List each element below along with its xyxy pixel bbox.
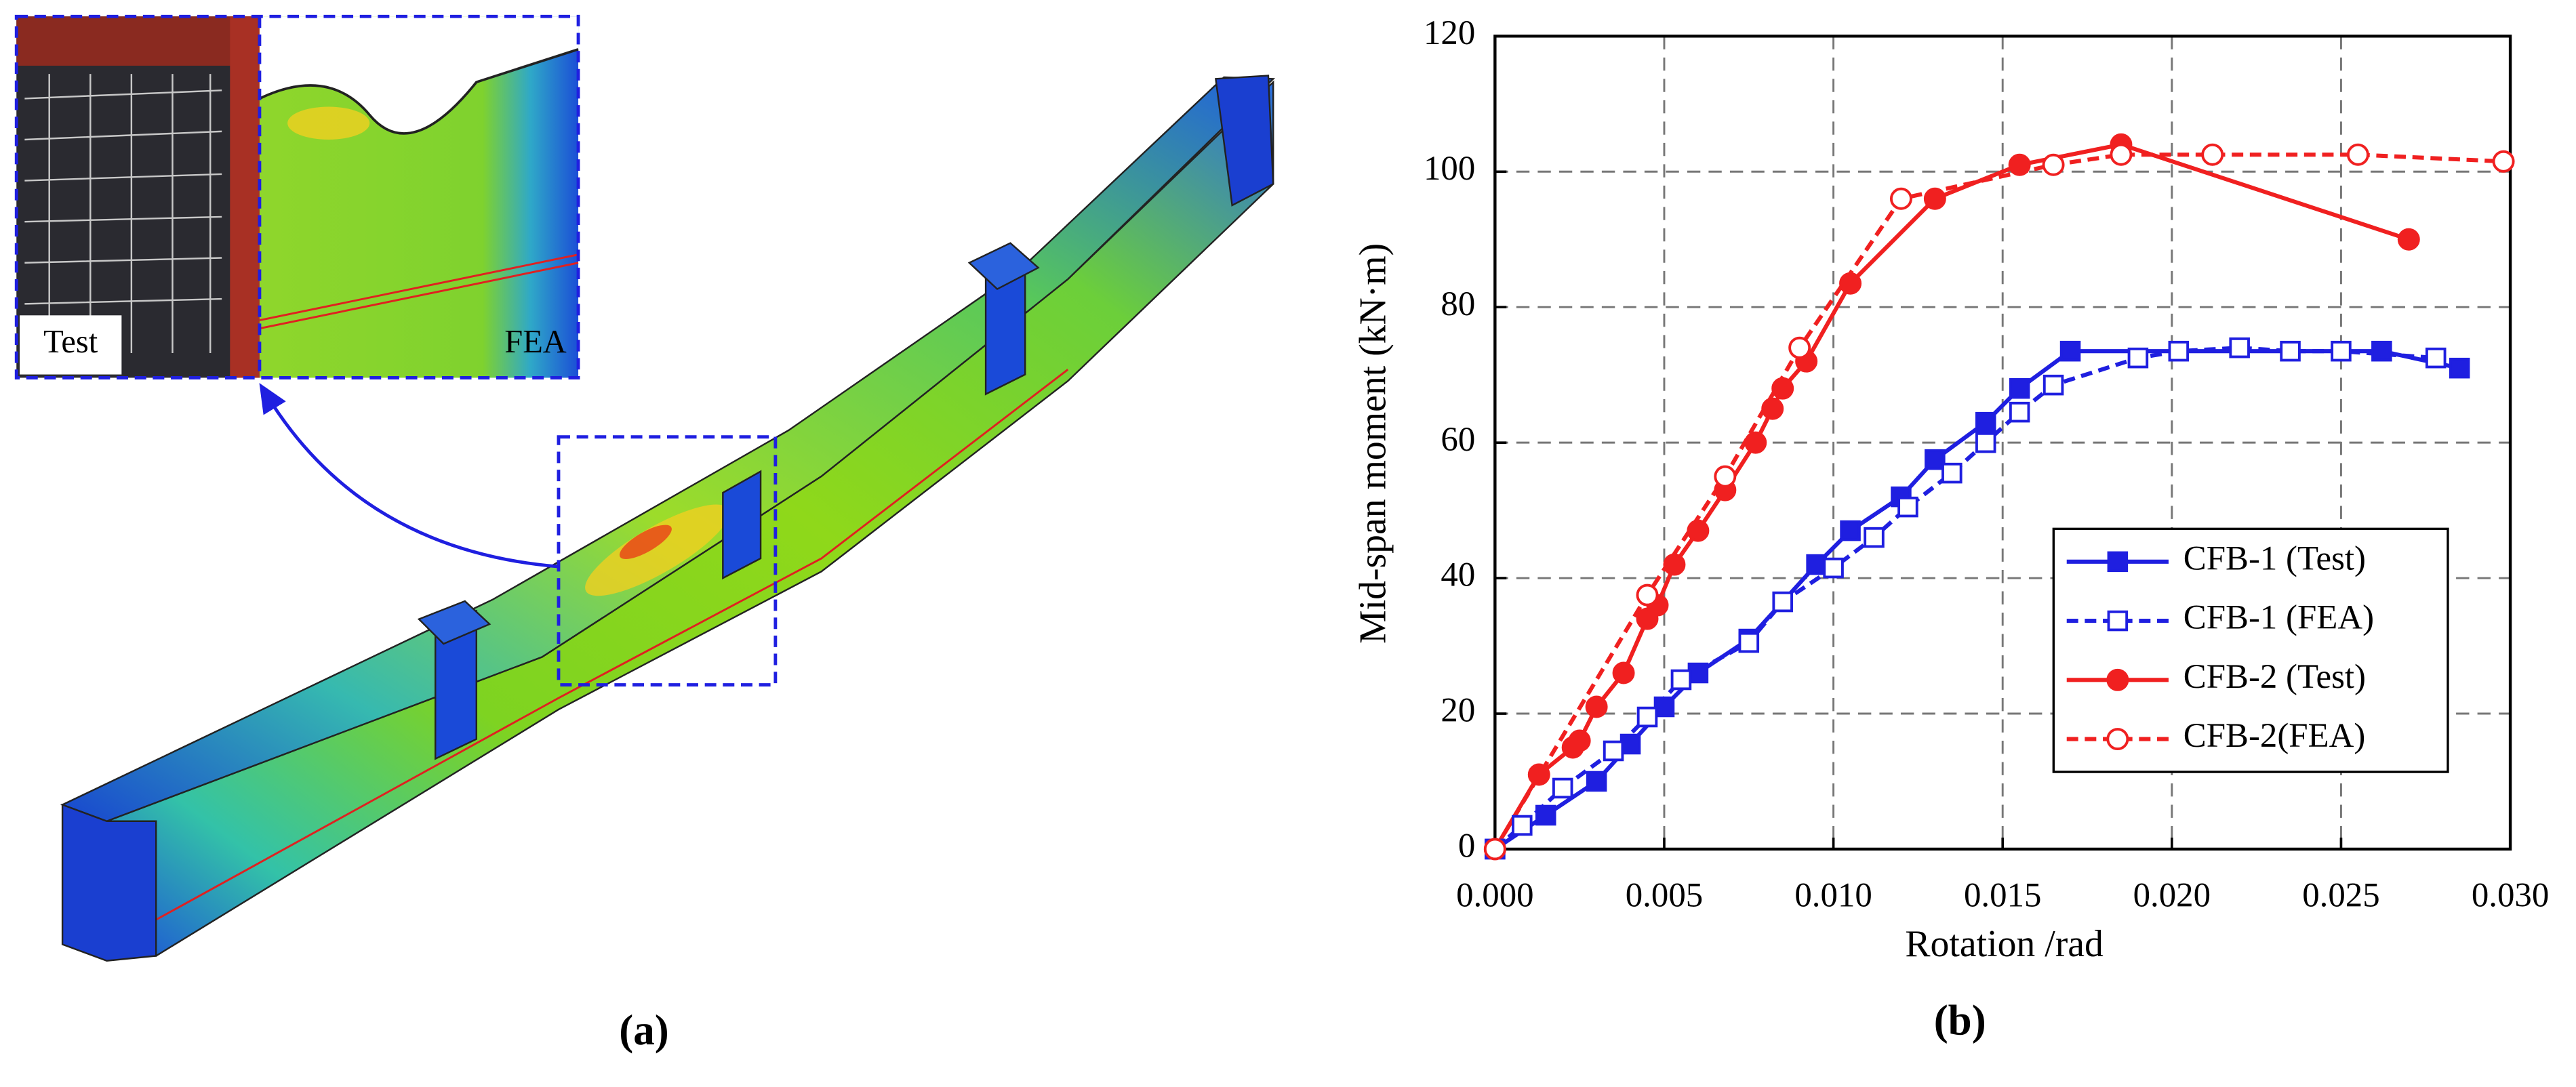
series-line bbox=[1493, 349, 2460, 851]
data-point bbox=[1586, 771, 1607, 792]
data-point bbox=[2280, 340, 2301, 362]
data-point bbox=[1923, 187, 1946, 210]
data-point bbox=[2008, 153, 2031, 176]
data-point bbox=[1839, 272, 1862, 295]
data-point bbox=[1975, 411, 1996, 433]
inset-label: Test bbox=[43, 324, 98, 360]
data-point bbox=[1771, 377, 1794, 400]
data-point bbox=[2042, 153, 2065, 176]
legend-label: CFB-1 (Test) bbox=[2183, 540, 2366, 578]
data-point bbox=[1663, 553, 1686, 576]
legend-marker bbox=[2107, 610, 2129, 632]
data-point bbox=[2425, 347, 2447, 369]
legend-label: CFB-2 (Test) bbox=[2183, 658, 2366, 696]
legend-label: CFB-2(FEA) bbox=[2183, 717, 2366, 755]
data-point bbox=[1788, 336, 1811, 359]
data-point bbox=[1687, 519, 1710, 542]
data-point bbox=[2127, 347, 2149, 369]
panel-label: (a) bbox=[619, 1006, 668, 1054]
data-point bbox=[1761, 397, 1784, 420]
data-point bbox=[1483, 838, 1506, 861]
data-point bbox=[2059, 340, 2081, 362]
data-point bbox=[2331, 340, 2352, 362]
x-tick-label: 0.025 bbox=[2302, 876, 2379, 914]
legend-label: CFB-1 (FEA) bbox=[2183, 599, 2374, 637]
plot: 0.000 0.005 0.010 0.015 0.020 0.025 0.030 0 20 40… bbox=[1424, 14, 2549, 914]
legend-marker bbox=[2106, 728, 2129, 751]
y-tick-label: 60 bbox=[1441, 421, 1475, 459]
data-point bbox=[2397, 228, 2420, 251]
data-point bbox=[2492, 150, 2515, 173]
data-point bbox=[1823, 557, 1844, 579]
y-axis-label: Mid-span moment (kN·m) bbox=[1352, 243, 1394, 644]
data-point bbox=[1653, 696, 1675, 718]
data-point bbox=[2371, 340, 2392, 362]
data-point bbox=[2110, 143, 2133, 166]
data-point bbox=[1636, 583, 1659, 607]
beam-illustration: Test FEA bbox=[14, 14, 1276, 962]
x-tick-label: 0.015 bbox=[1964, 876, 2041, 914]
data-point bbox=[2229, 337, 2250, 358]
data-point bbox=[1806, 554, 1827, 575]
data-point bbox=[2009, 377, 2030, 399]
x-tick-label: 0.005 bbox=[1626, 876, 1703, 914]
data-point bbox=[1738, 632, 1760, 653]
legend-marker bbox=[2107, 551, 2129, 573]
x-tick-label: 0.000 bbox=[1456, 876, 1533, 914]
data-point bbox=[1512, 815, 1533, 836]
series-line bbox=[1493, 152, 2504, 850]
x-tick-label: 0.020 bbox=[2133, 876, 2211, 914]
data-point bbox=[2042, 374, 2064, 396]
x-tick-label: 0.010 bbox=[1794, 876, 1872, 914]
data-point bbox=[1744, 431, 1767, 454]
data-point bbox=[1840, 520, 1861, 541]
data-point bbox=[1619, 733, 1641, 755]
legend: CFB-1 (Test) CFB-1 (FEA) CFB-2 (Test) CFB-2… bbox=[2052, 527, 2449, 773]
data-point bbox=[1612, 661, 1635, 684]
plot-frame bbox=[1493, 35, 2512, 851]
data-point bbox=[1925, 449, 1946, 470]
data-point bbox=[1889, 187, 1912, 210]
data-point bbox=[1941, 462, 1963, 484]
data-point bbox=[1552, 777, 1573, 799]
x-axis-label: Rotation /rad bbox=[1905, 923, 2104, 965]
inset-label: FEA bbox=[504, 324, 567, 360]
data-point bbox=[2168, 340, 2190, 362]
y-tick-label: 100 bbox=[1424, 150, 1475, 188]
data-point bbox=[1603, 740, 1624, 762]
y-tick-label: 20 bbox=[1441, 692, 1475, 730]
data-point bbox=[1714, 465, 1737, 488]
y-tick-label: 0 bbox=[1458, 827, 1475, 865]
data-point bbox=[1975, 432, 1996, 453]
y-tick-label: 120 bbox=[1424, 14, 1475, 52]
data-point bbox=[2201, 143, 2224, 166]
y-tick-label: 40 bbox=[1441, 556, 1475, 594]
data-point bbox=[1864, 527, 1885, 548]
data-point bbox=[1568, 729, 1591, 752]
data-point bbox=[2346, 143, 2369, 166]
data-point bbox=[2449, 357, 2470, 379]
legend-marker bbox=[2106, 668, 2129, 691]
data-point bbox=[1535, 804, 1556, 826]
data-point bbox=[1636, 706, 1658, 728]
data-point bbox=[1687, 662, 1709, 684]
panel-label: (b) bbox=[1934, 997, 1986, 1044]
data-point bbox=[1772, 591, 1793, 613]
data-point bbox=[1897, 496, 1918, 518]
data-point bbox=[2009, 401, 2030, 423]
data-point bbox=[1585, 695, 1608, 718]
data-point bbox=[1527, 763, 1550, 786]
y-tick-label: 80 bbox=[1441, 285, 1475, 323]
x-tick-label: 0.030 bbox=[2472, 876, 2549, 914]
data-point bbox=[1670, 669, 1692, 691]
